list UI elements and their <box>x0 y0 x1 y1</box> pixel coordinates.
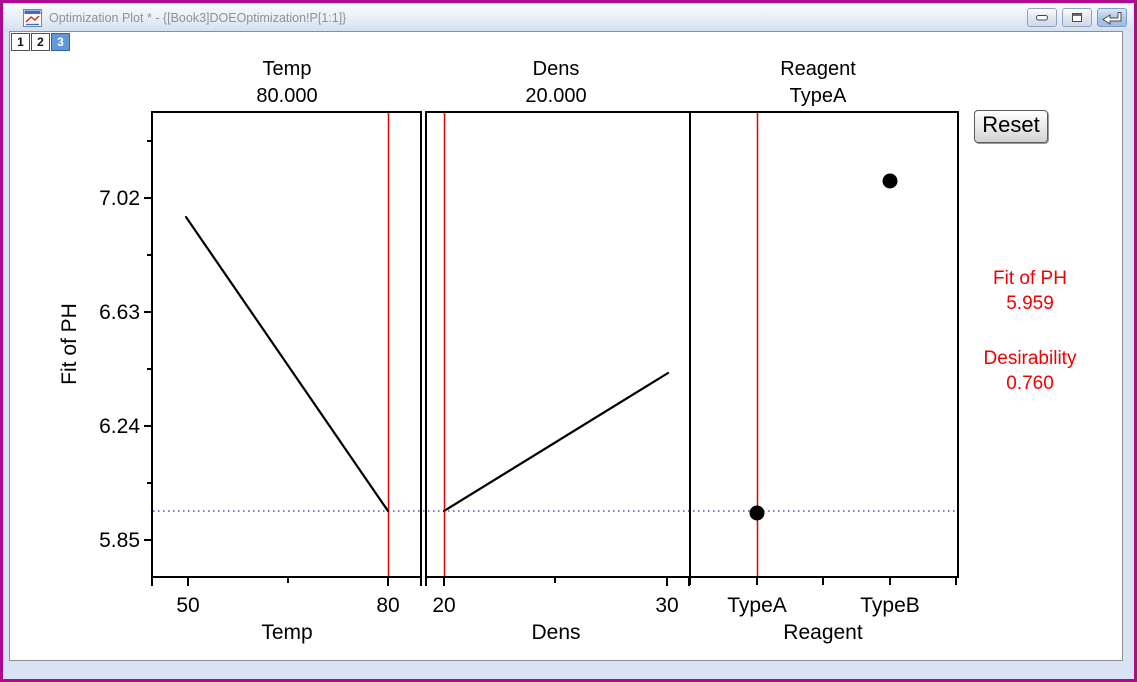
temp-panel-frame <box>151 111 422 578</box>
desirability-label: Desirability <box>983 348 1077 369</box>
temp-x-ticks <box>151 577 422 586</box>
temp-axis-title: Temp <box>261 621 312 644</box>
fit-result-value: 5.959 <box>1006 293 1054 314</box>
desirability-result: Desirability 0.760 <box>945 346 1115 396</box>
temp-tick-label: 80 <box>376 594 399 617</box>
graph-window-icon <box>23 8 42 27</box>
optimization-plot: 7.02 6.63 6.24 5.85 Fit of PH 50 80 Temp… <box>58 58 959 644</box>
return-button[interactable] <box>1097 8 1127 27</box>
window-frame: Optimization Plot * - {[Book3]DOEOptimiz… <box>3 3 1134 679</box>
tab-layer-3[interactable]: 3 <box>51 33 70 51</box>
reagent-tick-label: TypeA <box>727 594 787 617</box>
reagent-panel-frame <box>689 111 959 578</box>
dens-axis-title: Dens <box>531 621 580 644</box>
layer-tabs: 1 2 3 <box>11 33 71 51</box>
restore-icon <box>1072 13 1082 22</box>
temp-effect-line <box>184 215 390 513</box>
restore-button[interactable] <box>1062 8 1092 27</box>
y-axis-title: Fit of PH <box>58 303 81 385</box>
temp-header-label: Temp <box>263 58 312 80</box>
reagent-tick-label: TypeB <box>860 594 920 617</box>
dens-tick-label: 30 <box>655 594 678 617</box>
minimize-icon <box>1036 15 1048 21</box>
dens-panel-frame <box>425 111 691 578</box>
fit-result: Fit of PH 5.959 <box>945 266 1115 316</box>
window-controls <box>1027 8 1127 27</box>
window-title: Optimization Plot * - {[Book3]DOEOptimiz… <box>49 10 347 25</box>
reagent-header-label: Reagent <box>780 58 856 80</box>
y-tick-label: 7.02 <box>99 187 140 210</box>
dens-header-value: 20.000 <box>525 85 586 107</box>
y-axis-ticks <box>144 140 152 541</box>
temp-tick-label: 50 <box>176 594 199 617</box>
minimize-button[interactable] <box>1027 8 1057 27</box>
y-tick-label: 6.63 <box>99 301 140 324</box>
dens-effect-line <box>442 371 670 513</box>
y-tick-label: 5.85 <box>99 529 140 552</box>
y-tick-label: 6.24 <box>99 415 140 438</box>
reset-button[interactable]: Reset <box>974 110 1048 143</box>
reagent-typeb-point <box>882 173 898 189</box>
temp-header-value: 80.000 <box>256 85 317 107</box>
tab-layer-2[interactable]: 2 <box>31 33 50 51</box>
reagent-typea-point <box>749 505 765 521</box>
title-bar[interactable]: Optimization Plot * - {[Book3]DOEOptimiz… <box>4 4 1133 31</box>
dens-header-label: Dens <box>533 58 580 80</box>
reagent-header-value: TypeA <box>790 85 847 107</box>
client-area: 1 2 3 Reset Fit of PH 5.959 Desirability… <box>9 31 1123 661</box>
dens-x-ticks <box>425 577 690 586</box>
desirability-value: 0.760 <box>1006 373 1054 394</box>
return-icon <box>1102 12 1122 25</box>
fit-result-label: Fit of PH <box>993 268 1067 289</box>
reagent-axis-title: Reagent <box>783 621 863 644</box>
tab-layer-1[interactable]: 1 <box>11 33 30 51</box>
dens-tick-label: 20 <box>432 594 455 617</box>
reagent-x-ticks <box>689 577 957 585</box>
